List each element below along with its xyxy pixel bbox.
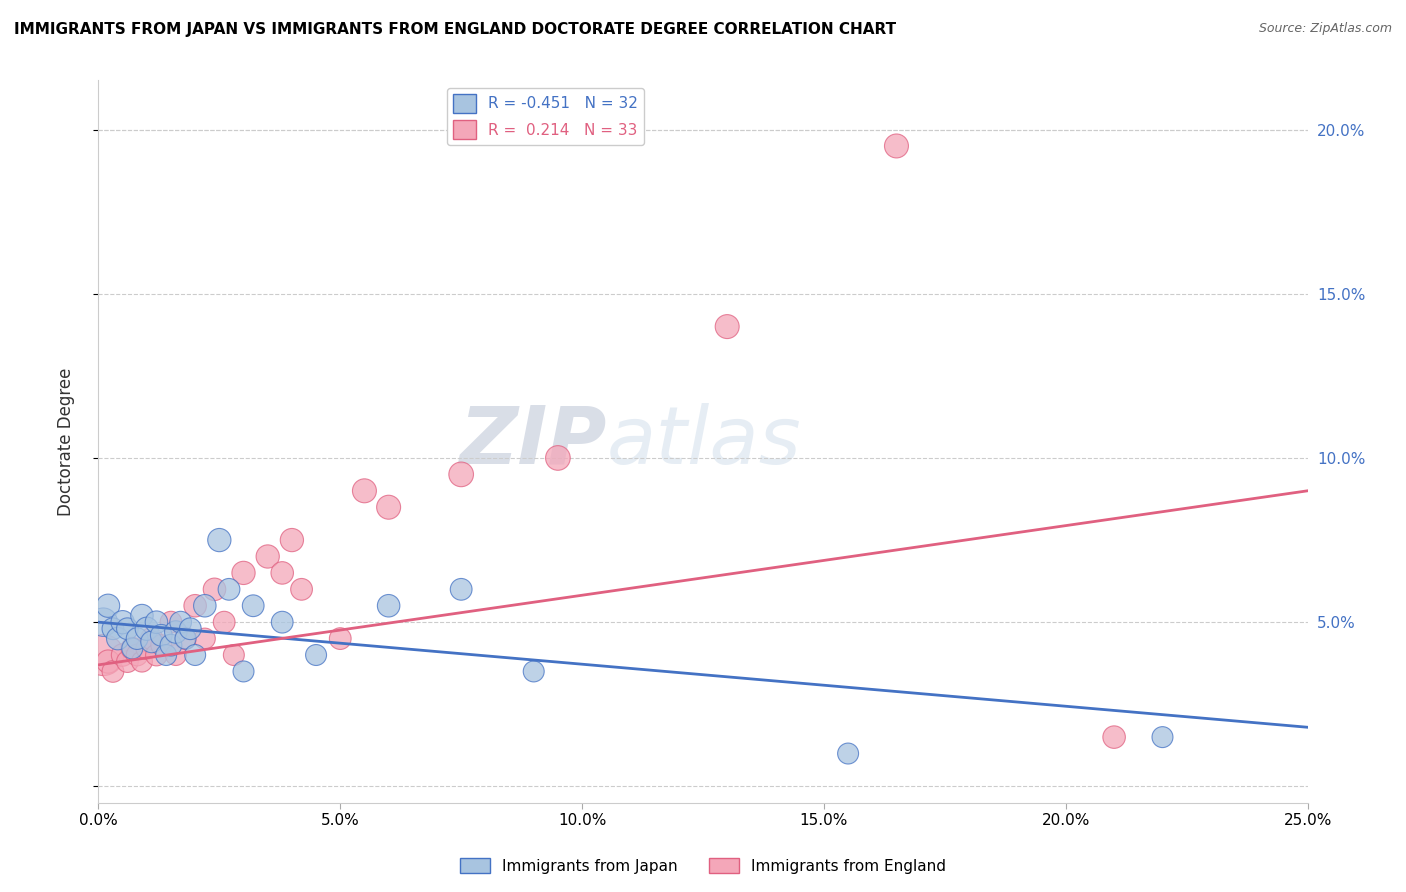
Point bbox=[232, 665, 254, 679]
Point bbox=[271, 566, 294, 580]
Point bbox=[165, 625, 187, 640]
Y-axis label: Doctorate Degree: Doctorate Degree bbox=[56, 368, 75, 516]
Point bbox=[97, 599, 120, 613]
Point bbox=[97, 655, 120, 669]
Point bbox=[91, 648, 114, 662]
Point bbox=[174, 632, 197, 646]
Point bbox=[117, 655, 139, 669]
Point bbox=[329, 632, 352, 646]
Point bbox=[184, 648, 207, 662]
Point bbox=[107, 632, 129, 646]
Point bbox=[271, 615, 294, 630]
Point bbox=[121, 641, 143, 656]
Point bbox=[204, 582, 226, 597]
Legend: R = -0.451   N = 32, R =  0.214   N = 33: R = -0.451 N = 32, R = 0.214 N = 33 bbox=[447, 88, 644, 145]
Point bbox=[111, 648, 134, 662]
Legend: Immigrants from Japan, Immigrants from England: Immigrants from Japan, Immigrants from E… bbox=[454, 852, 952, 880]
Point bbox=[160, 615, 183, 630]
Point bbox=[212, 615, 235, 630]
Point bbox=[150, 628, 173, 642]
Point bbox=[837, 747, 859, 761]
Point bbox=[353, 483, 375, 498]
Point bbox=[256, 549, 278, 564]
Point bbox=[174, 632, 197, 646]
Point bbox=[121, 641, 143, 656]
Point bbox=[377, 599, 399, 613]
Point bbox=[155, 648, 177, 662]
Point bbox=[290, 582, 312, 597]
Point bbox=[131, 655, 153, 669]
Point bbox=[91, 615, 114, 630]
Point bbox=[222, 648, 245, 662]
Point bbox=[117, 622, 139, 636]
Point bbox=[184, 599, 207, 613]
Point bbox=[1102, 730, 1125, 744]
Point bbox=[135, 622, 157, 636]
Point bbox=[111, 615, 134, 630]
Text: IMMIGRANTS FROM JAPAN VS IMMIGRANTS FROM ENGLAND DOCTORATE DEGREE CORRELATION CH: IMMIGRANTS FROM JAPAN VS IMMIGRANTS FROM… bbox=[14, 22, 896, 37]
Point bbox=[150, 638, 173, 652]
Point bbox=[141, 635, 163, 649]
Point bbox=[523, 665, 546, 679]
Point bbox=[218, 582, 240, 597]
Point bbox=[1152, 730, 1174, 744]
Point bbox=[127, 648, 149, 662]
Point bbox=[305, 648, 328, 662]
Point bbox=[208, 533, 231, 547]
Point bbox=[145, 648, 167, 662]
Point bbox=[179, 622, 201, 636]
Point bbox=[450, 582, 472, 597]
Point bbox=[377, 500, 399, 515]
Text: Source: ZipAtlas.com: Source: ZipAtlas.com bbox=[1258, 22, 1392, 36]
Point bbox=[145, 615, 167, 630]
Point bbox=[547, 450, 569, 465]
Point bbox=[242, 599, 264, 613]
Point bbox=[194, 632, 217, 646]
Point bbox=[194, 599, 217, 613]
Text: ZIP: ZIP bbox=[458, 402, 606, 481]
Point bbox=[131, 608, 153, 623]
Point bbox=[101, 665, 124, 679]
Point bbox=[716, 319, 738, 334]
Point bbox=[450, 467, 472, 482]
Text: atlas: atlas bbox=[606, 402, 801, 481]
Point bbox=[281, 533, 304, 547]
Point bbox=[141, 632, 163, 646]
Point bbox=[886, 139, 908, 153]
Point bbox=[165, 648, 187, 662]
Point bbox=[135, 641, 157, 656]
Point bbox=[127, 632, 149, 646]
Point bbox=[101, 622, 124, 636]
Point bbox=[232, 566, 254, 580]
Point bbox=[169, 615, 191, 630]
Point bbox=[160, 638, 183, 652]
